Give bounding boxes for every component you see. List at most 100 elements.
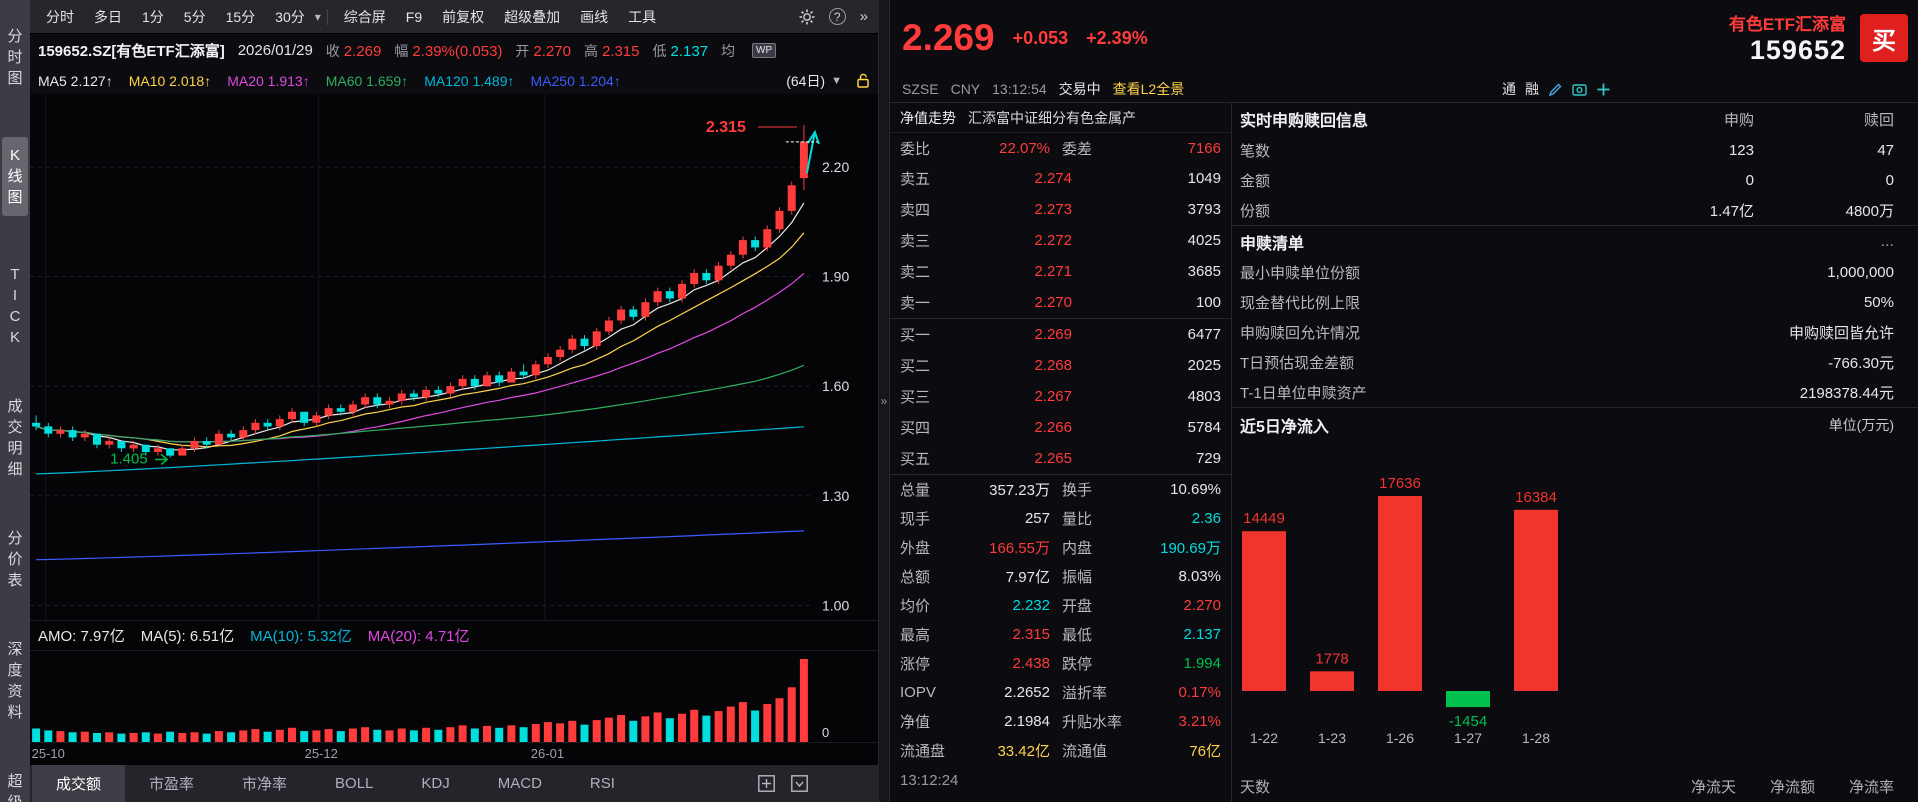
stat-row-外盘: 外盘 166.55万 内盘 190.69万 — [900, 540, 1221, 557]
ask-level-1[interactable]: 卖五 2.274 1049 — [900, 170, 1221, 188]
stat-row-总额: 总额 7.97亿 振幅 8.03% — [900, 568, 1221, 586]
indicator-tab-KDJ[interactable]: KDJ — [421, 775, 450, 792]
flow-col-净流天[interactable]: 净流天 — [1690, 778, 1736, 796]
quote-time: 13:12:54 — [992, 81, 1047, 97]
stat-row-流通盘: 流通盘 33.42亿 流通值 76亿 — [900, 743, 1221, 760]
market-status-bar: SZSE CNY 13:12:54 交易中 查看L2全景 通融 — [890, 76, 1918, 103]
tool-超级叠加[interactable]: 超级叠加 — [504, 8, 561, 25]
top-toolbar: 分时 多日 1分 5分 15分 30分 ▾ 综合屏 F9 前复权 超级叠加 画线 工具 ? » — [30, 0, 878, 34]
bid-level-1[interactable]: 买一 2.269 6477 — [900, 326, 1221, 344]
svg-text:17636: 17636 — [1379, 475, 1421, 492]
wp-badge[interactable]: WP — [752, 43, 777, 58]
more-ellipsis[interactable]: ... — [1880, 232, 1894, 250]
tool-F9[interactable]: F9 — [405, 8, 423, 25]
svg-text:1.30: 1.30 — [822, 488, 849, 504]
amo-legend-MA(10):: MA(10): 5.32亿 — [250, 628, 352, 645]
sidebar-tab-超级盘口[interactable]: 超级盘口 — [7, 773, 23, 802]
help-icon[interactable]: ? — [828, 8, 846, 25]
period-5分[interactable]: 5分 — [183, 8, 206, 25]
quote-field-低: 低 2.137 — [652, 42, 709, 60]
sidebar-tab-深度资料[interactable]: 深度资料 — [7, 641, 23, 721]
panel-collapse-handle[interactable]: » — [878, 0, 890, 802]
collapse-pane-icon[interactable] — [791, 775, 808, 792]
sidebar-tab-分价表[interactable]: 分价表 — [7, 530, 23, 589]
sidebar-tab-成交明细[interactable]: 成交明细 — [7, 398, 23, 478]
quote-info-bar: 159652.SZ[有色ETF汇添富] 2026/01/29 收 2.269 幅 2.… — [30, 34, 878, 67]
indicator-tab-BOLL[interactable]: BOLL — [335, 775, 374, 792]
svg-text:14449: 14449 — [1243, 510, 1285, 527]
svg-text:1.00: 1.00 — [822, 597, 849, 613]
stat-row-IOPV: IOPV 2.2652 溢折率 0.17% — [900, 684, 1221, 702]
bid-level-4[interactable]: 买四 2.266 5784 — [900, 419, 1221, 437]
weibi-value: 22.07% — [999, 139, 1050, 157]
period-15分[interactable]: 15分 — [225, 8, 256, 25]
sidebar-tab-分时图[interactable]: 分时图 — [7, 28, 23, 87]
fund-full-name: 汇添富中证细分有色金属产 — [968, 109, 1136, 126]
nav-title-row: 净值走势 汇添富中证细分有色金属产 — [890, 103, 1231, 133]
bid-levels: 买一 2.269 6477 买二 2.268 2025 买三 2.267 4803 买四 2.266… — [890, 318, 1231, 474]
price-change-pct: +2.39% — [1086, 27, 1148, 48]
period-分时[interactable]: 分时 — [46, 8, 74, 25]
last-price: 2.269 — [902, 17, 995, 58]
tool-前复权[interactable]: 前复权 — [442, 8, 485, 25]
toolbar-overflow-icon[interactable]: » — [859, 8, 868, 25]
svg-text:1.405: 1.405 — [110, 450, 148, 467]
ask-level-4[interactable]: 卖二 2.271 3685 — [900, 263, 1221, 281]
indicator-tab-市盈率[interactable]: 市盈率 — [149, 776, 195, 793]
tool-工具[interactable]: 工具 — [628, 8, 657, 25]
indicator-tab-市净率[interactable]: 市净率 — [242, 776, 288, 793]
col-subscribe: 申购 — [1723, 111, 1754, 129]
period-30分[interactable]: 30分 — [275, 8, 305, 25]
tool-综合屏[interactable]: 综合屏 — [343, 8, 386, 25]
edit-pencil-icon[interactable] — [1548, 82, 1563, 97]
indicator-tab-RSI[interactable]: RSI — [589, 775, 615, 792]
ma-legend-MA10: MA10 2.018↑ — [128, 72, 212, 89]
ma-legend-MA5: MA5 2.127↑ — [38, 72, 113, 89]
chart-region: 分时 多日 1分 5分 15分 30分 ▾ 综合屏 F9 前复权 超级叠加 画线 工具 ? » 15… — [30, 0, 878, 802]
ask-level-2[interactable]: 卖四 2.273 3793 — [900, 201, 1221, 219]
svg-text:1-28: 1-28 — [1522, 730, 1550, 746]
ask-level-5[interactable]: 卖一 2.270 100 — [900, 294, 1221, 312]
kline-chart[interactable]: 2.20 1.90 1.60 1.30 1.00 2.315 1.405 — [30, 94, 878, 620]
svg-text:1-23: 1-23 — [1318, 730, 1346, 746]
x-tick-25-12: 25-12 — [304, 746, 338, 761]
period-1分[interactable]: 1分 — [142, 8, 164, 25]
buy-button[interactable]: 买 — [1860, 14, 1908, 62]
bid-level-3[interactable]: 买三 2.267 4803 — [900, 388, 1221, 406]
period-多日[interactable]: 多日 — [94, 8, 122, 25]
l2-link[interactable]: 查看L2全景 — [1112, 81, 1185, 97]
symbol-label: 159652.SZ[有色ETF汇添富] — [38, 43, 225, 60]
svg-text:1778: 1778 — [1315, 650, 1348, 667]
settings-gear-icon[interactable] — [799, 9, 815, 25]
bid-level-5[interactable]: 买五 2.265 729 — [900, 450, 1221, 468]
tick-row[interactable]: 13:12:24 — [890, 765, 1231, 795]
period-dropdown-icon[interactable]: ▾ — [314, 9, 321, 24]
tool-画线[interactable]: 画线 — [580, 8, 609, 25]
add-indicator-icon[interactable] — [758, 775, 775, 792]
flow-col-净流额[interactable]: 净流额 — [1769, 778, 1815, 796]
bid-level-2[interactable]: 买二 2.268 2025 — [900, 357, 1221, 375]
list-row-申购赎回允许情况: 申购赎回允许情况 申购赎回皆允许 — [1240, 324, 1894, 342]
svg-text:1.60: 1.60 — [822, 378, 849, 394]
flow-col-净流率[interactable]: 净流率 — [1848, 778, 1894, 796]
list-row-最小申赎单位份额: 最小申赎单位份额 1,000,000 — [1240, 263, 1894, 282]
unlock-icon[interactable] — [856, 73, 870, 88]
flow-col-天数[interactable]: 天数 — [1240, 778, 1271, 796]
indicator-tab-MACD[interactable]: MACD — [497, 775, 542, 792]
volume-pane[interactable]: 0 — [30, 650, 878, 742]
range-dropdown-icon[interactable]: ▼ — [831, 74, 842, 87]
flow-footer-row: 天数 净流天 净流额 净流率 — [1232, 770, 1918, 802]
screenshot-icon[interactable] — [1572, 82, 1587, 97]
list-row-T日预估现金差额: T日预估现金差额 -766.30元 — [1240, 354, 1894, 372]
indicator-tab-成交额[interactable]: 成交额 — [32, 764, 126, 802]
quote-field-收: 收 2.269 — [325, 42, 382, 60]
right-content: 净值走势 汇添富中证细分有色金属产 委比 22.07% 委差 7166 卖五 2.… — [890, 103, 1918, 802]
svg-text:1-27: 1-27 — [1454, 730, 1482, 746]
ask-level-3[interactable]: 卖三 2.272 4025 — [900, 232, 1221, 250]
add-panel-icon[interactable] — [1596, 82, 1611, 97]
ma-legend-MA120: MA120 1.489↑ — [424, 72, 515, 89]
nav-chart-link[interactable]: 净值走势 — [900, 109, 956, 126]
